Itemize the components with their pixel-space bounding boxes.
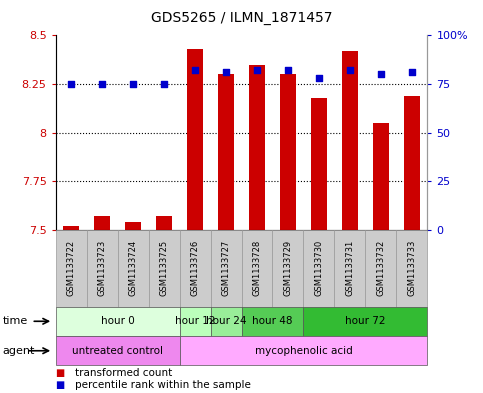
Point bbox=[377, 71, 385, 77]
Text: GSM1133722: GSM1133722 bbox=[67, 240, 75, 296]
Text: hour 0: hour 0 bbox=[100, 316, 134, 326]
Text: GSM1133731: GSM1133731 bbox=[345, 240, 355, 296]
Text: time: time bbox=[2, 316, 28, 326]
Text: hour 48: hour 48 bbox=[252, 316, 293, 326]
Bar bbox=[342, 51, 358, 230]
Bar bbox=[63, 226, 79, 230]
Point bbox=[408, 69, 416, 75]
Point bbox=[160, 81, 168, 87]
Point bbox=[191, 67, 199, 73]
Text: transformed count: transformed count bbox=[75, 368, 172, 378]
Text: GSM1133728: GSM1133728 bbox=[253, 240, 261, 296]
Text: GDS5265 / ILMN_1871457: GDS5265 / ILMN_1871457 bbox=[151, 11, 332, 25]
Bar bbox=[404, 95, 420, 230]
Text: GSM1133727: GSM1133727 bbox=[222, 240, 230, 296]
Point bbox=[346, 67, 354, 73]
Bar bbox=[373, 123, 389, 230]
Point bbox=[284, 67, 292, 73]
Bar bbox=[156, 216, 172, 230]
Bar bbox=[218, 74, 234, 230]
Text: GSM1133730: GSM1133730 bbox=[314, 240, 324, 296]
Point bbox=[222, 69, 230, 75]
Bar bbox=[125, 222, 141, 230]
Text: GSM1133733: GSM1133733 bbox=[408, 240, 416, 296]
Bar bbox=[94, 216, 110, 230]
Text: GSM1133732: GSM1133732 bbox=[376, 240, 385, 296]
Text: GSM1133723: GSM1133723 bbox=[98, 240, 107, 296]
Text: untreated control: untreated control bbox=[72, 346, 163, 356]
Point bbox=[98, 81, 106, 87]
Text: GSM1133729: GSM1133729 bbox=[284, 240, 293, 296]
Point bbox=[67, 81, 75, 87]
Text: hour 24: hour 24 bbox=[206, 316, 246, 326]
Text: ■: ■ bbox=[56, 380, 65, 390]
Point bbox=[129, 81, 137, 87]
Bar bbox=[249, 64, 265, 230]
Text: agent: agent bbox=[2, 346, 35, 356]
Text: ■: ■ bbox=[56, 368, 65, 378]
Bar bbox=[280, 74, 296, 230]
Bar bbox=[187, 49, 203, 230]
Text: mycophenolic acid: mycophenolic acid bbox=[255, 346, 353, 356]
Text: percentile rank within the sample: percentile rank within the sample bbox=[75, 380, 251, 390]
Point bbox=[253, 67, 261, 73]
Text: hour 72: hour 72 bbox=[345, 316, 386, 326]
Text: GSM1133724: GSM1133724 bbox=[128, 240, 138, 296]
Text: hour 12: hour 12 bbox=[175, 316, 215, 326]
Text: GSM1133726: GSM1133726 bbox=[190, 240, 199, 296]
Point bbox=[315, 75, 323, 81]
Text: GSM1133725: GSM1133725 bbox=[159, 240, 169, 296]
Bar bbox=[311, 97, 327, 230]
